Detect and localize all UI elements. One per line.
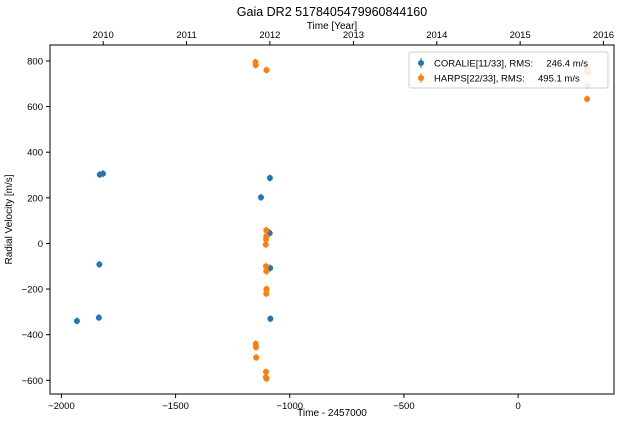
coralie-point — [267, 315, 274, 322]
y-tick-label: 400 — [27, 148, 43, 159]
coralie-point — [99, 170, 106, 177]
chart-title: Gaia DR2 5178405479960844160 — [237, 5, 427, 19]
harps-point — [263, 227, 270, 234]
top-tick-label: 2012 — [259, 30, 280, 41]
harps-point — [263, 368, 270, 375]
top-tick-label: 2014 — [426, 30, 447, 41]
harps-point — [263, 236, 270, 243]
top-tick-label: 2013 — [343, 30, 364, 41]
harps-point — [584, 96, 591, 103]
harps-point — [263, 290, 270, 297]
x-tick-label: −500 — [393, 401, 414, 412]
harps-point — [253, 354, 260, 361]
harps-point — [262, 241, 269, 248]
top-tick-label: 2010 — [93, 30, 114, 41]
legend-marker — [418, 60, 424, 66]
top-axis-label: Time [Year] — [307, 21, 358, 32]
coralie-point — [96, 261, 103, 268]
coralie-point — [266, 174, 273, 181]
harps-point — [263, 268, 270, 275]
x-tick-label: 0 — [515, 401, 520, 412]
y-tick-label: 800 — [27, 56, 43, 67]
y-tick-label: 200 — [27, 193, 43, 204]
plot-area: −2000 −1500 −1000 −500 0−600−400−20002004006… — [22, 30, 614, 412]
harps-point — [263, 263, 270, 270]
harps-point — [263, 375, 270, 382]
x-tick-label: −1500 — [162, 401, 189, 412]
legend-label: HARPS[22/33], RMS: 495.1 m/s — [434, 74, 580, 85]
legend-label: CORALIE[11/33], RMS: 246.4 m/s — [434, 59, 588, 70]
x-tick-label: −2000 — [48, 401, 75, 412]
y-tick-label: −600 — [22, 376, 43, 387]
top-tick-label: 2015 — [510, 30, 531, 41]
legend-marker — [418, 75, 424, 81]
y-tick-label: −200 — [22, 285, 43, 296]
harps-point — [252, 344, 259, 351]
harps-point — [263, 286, 270, 293]
coralie-point — [95, 314, 102, 321]
coralie-point — [73, 318, 80, 325]
top-tick-label: 2016 — [593, 30, 614, 41]
top-tick-label: 2011 — [176, 30, 196, 41]
coralie-point — [257, 194, 264, 201]
harps-point — [263, 67, 270, 74]
y-axis-label: Radial Velocity [m/s] — [4, 174, 15, 264]
x-tick-label: −1000 — [276, 401, 303, 412]
y-tick-label: −400 — [22, 330, 43, 341]
x-axis-label: Time - 2457000 — [297, 408, 367, 419]
legend-box — [408, 51, 609, 89]
harps-point — [252, 62, 259, 69]
y-tick-label: 600 — [27, 102, 43, 113]
plot-frame — [49, 44, 615, 395]
y-tick-label: 0 — [38, 239, 43, 250]
